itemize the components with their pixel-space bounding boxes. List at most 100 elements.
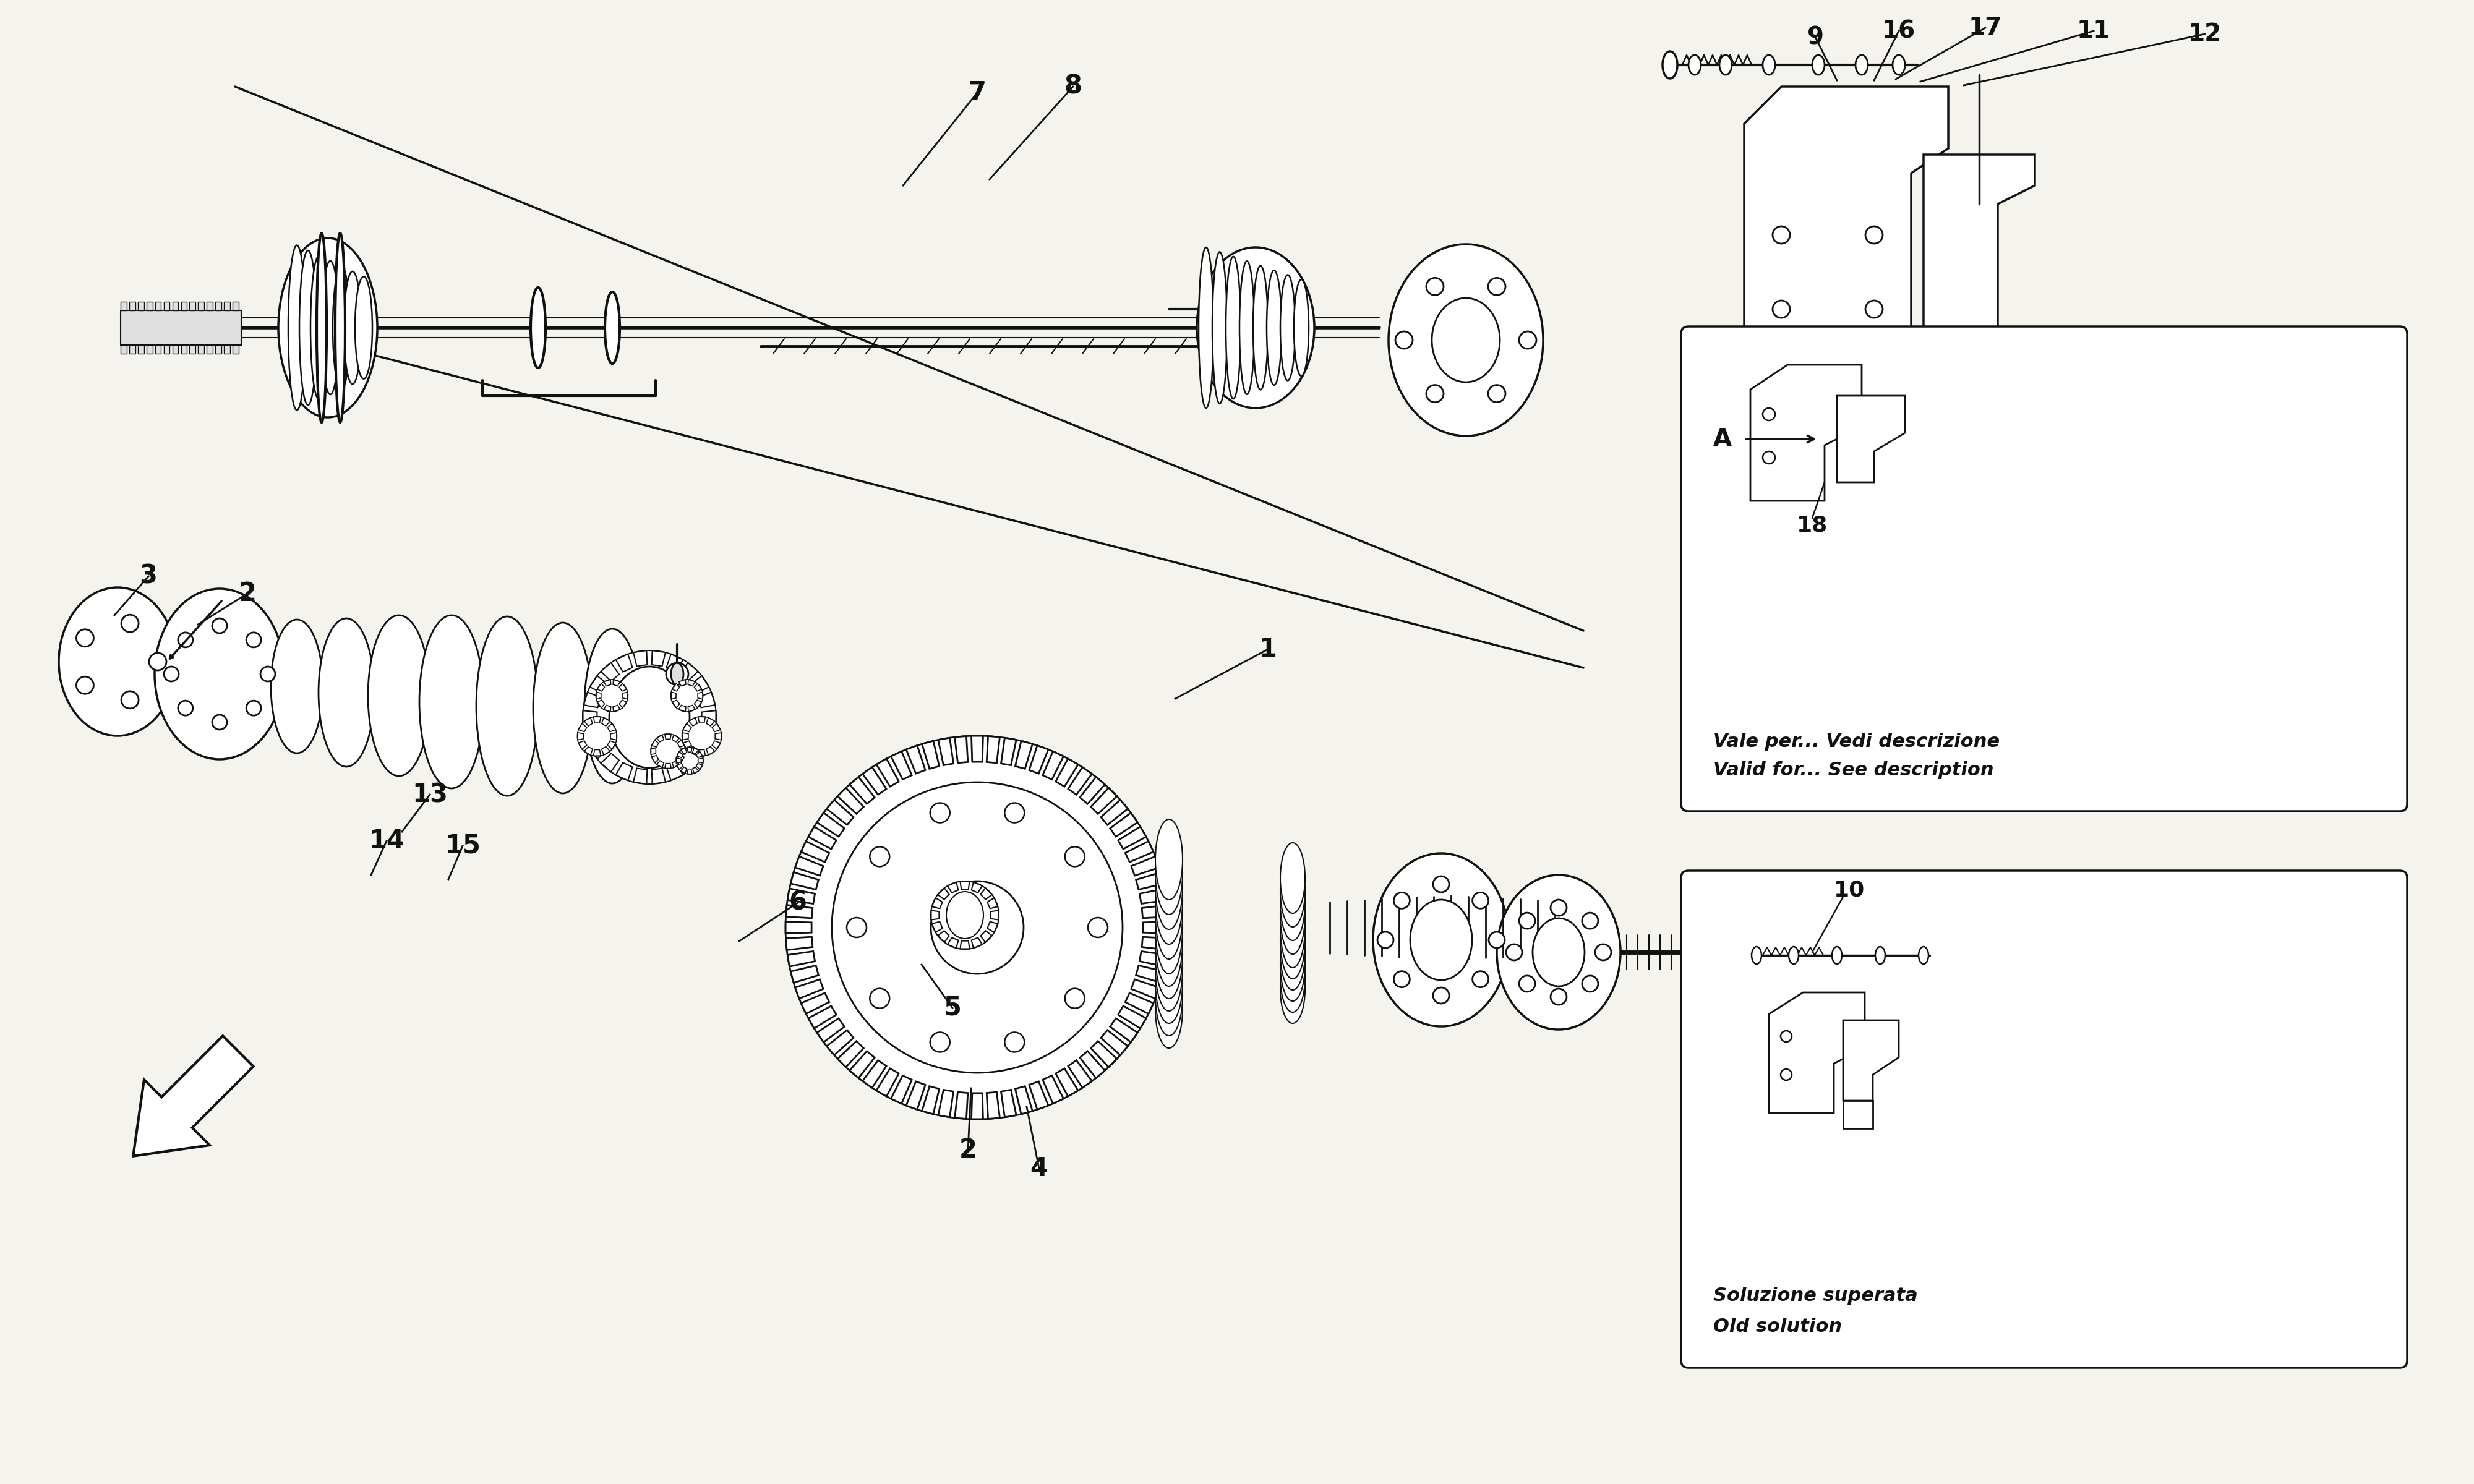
Polygon shape	[618, 684, 626, 692]
Circle shape	[930, 881, 1024, 974]
Polygon shape	[1069, 767, 1091, 795]
Ellipse shape	[1155, 831, 1183, 914]
Ellipse shape	[831, 782, 1123, 1073]
Polygon shape	[1954, 328, 1999, 377]
Polygon shape	[849, 1051, 876, 1077]
Ellipse shape	[1282, 853, 1306, 927]
Ellipse shape	[1230, 337, 1252, 355]
Circle shape	[1393, 892, 1410, 908]
Ellipse shape	[1155, 926, 1183, 1011]
Text: 13: 13	[411, 782, 448, 807]
Polygon shape	[955, 736, 967, 763]
Polygon shape	[960, 941, 970, 948]
Polygon shape	[698, 692, 703, 699]
Ellipse shape	[1155, 941, 1183, 1024]
Ellipse shape	[1155, 868, 1183, 959]
Polygon shape	[146, 344, 153, 353]
Polygon shape	[584, 746, 594, 755]
Ellipse shape	[1227, 257, 1242, 399]
Polygon shape	[695, 763, 703, 769]
Ellipse shape	[272, 620, 322, 752]
Circle shape	[930, 1033, 950, 1052]
Ellipse shape	[1282, 843, 1306, 913]
Text: 5: 5	[943, 994, 962, 1021]
Polygon shape	[713, 741, 720, 749]
Polygon shape	[604, 680, 611, 686]
Ellipse shape	[1875, 947, 1885, 965]
Polygon shape	[683, 723, 690, 732]
Polygon shape	[876, 758, 898, 787]
Circle shape	[930, 881, 999, 950]
Ellipse shape	[1687, 55, 1702, 74]
Polygon shape	[156, 301, 161, 310]
Polygon shape	[863, 1060, 886, 1088]
Polygon shape	[690, 675, 710, 693]
Circle shape	[1781, 1068, 1791, 1080]
Polygon shape	[651, 650, 666, 666]
Polygon shape	[146, 301, 153, 310]
Ellipse shape	[277, 237, 376, 417]
Ellipse shape	[1282, 275, 1296, 380]
Text: 2: 2	[238, 580, 257, 607]
Polygon shape	[955, 1092, 967, 1119]
Polygon shape	[792, 873, 819, 889]
Polygon shape	[616, 654, 633, 672]
Polygon shape	[849, 778, 876, 804]
Circle shape	[584, 650, 717, 784]
Polygon shape	[579, 741, 586, 749]
Polygon shape	[980, 887, 992, 899]
Polygon shape	[609, 741, 616, 749]
Ellipse shape	[1789, 947, 1799, 965]
Ellipse shape	[945, 892, 985, 938]
Polygon shape	[683, 741, 690, 749]
Ellipse shape	[529, 288, 544, 368]
Ellipse shape	[59, 588, 176, 736]
Polygon shape	[1002, 738, 1017, 766]
Polygon shape	[987, 736, 999, 763]
Ellipse shape	[1282, 865, 1306, 941]
Circle shape	[163, 666, 178, 681]
Polygon shape	[1091, 1042, 1116, 1067]
Polygon shape	[633, 650, 648, 666]
Ellipse shape	[1719, 55, 1732, 74]
Polygon shape	[589, 675, 609, 693]
Polygon shape	[826, 1030, 854, 1055]
Polygon shape	[1069, 1060, 1091, 1088]
Circle shape	[1004, 1033, 1024, 1052]
Polygon shape	[698, 692, 715, 708]
Polygon shape	[594, 749, 601, 755]
Circle shape	[1865, 300, 1883, 318]
Polygon shape	[787, 951, 814, 966]
Polygon shape	[1744, 86, 1950, 359]
Ellipse shape	[1282, 876, 1306, 954]
Polygon shape	[129, 344, 136, 353]
Polygon shape	[1925, 154, 2034, 328]
Polygon shape	[1079, 1051, 1106, 1077]
Circle shape	[1393, 971, 1410, 987]
Circle shape	[1519, 975, 1536, 991]
Polygon shape	[715, 733, 722, 741]
Text: Vale per... Vedi descrizione: Vale per... Vedi descrizione	[1712, 733, 1999, 751]
Polygon shape	[1029, 745, 1049, 773]
Polygon shape	[688, 680, 695, 686]
Polygon shape	[678, 705, 685, 712]
Polygon shape	[990, 911, 999, 920]
Polygon shape	[839, 1042, 863, 1067]
Polygon shape	[1111, 813, 1138, 837]
Polygon shape	[876, 1068, 898, 1097]
Polygon shape	[163, 344, 171, 353]
Text: 18: 18	[1796, 515, 1828, 536]
Polygon shape	[1056, 1068, 1079, 1097]
Polygon shape	[683, 733, 688, 741]
Text: A: A	[1712, 427, 1732, 451]
Polygon shape	[601, 718, 611, 726]
Polygon shape	[705, 718, 715, 726]
Polygon shape	[651, 769, 666, 784]
Polygon shape	[987, 898, 997, 908]
Polygon shape	[134, 1036, 252, 1156]
Polygon shape	[1029, 1082, 1049, 1110]
Polygon shape	[129, 301, 136, 310]
Circle shape	[651, 735, 685, 769]
Text: 4: 4	[1029, 1156, 1049, 1181]
Polygon shape	[972, 938, 982, 948]
